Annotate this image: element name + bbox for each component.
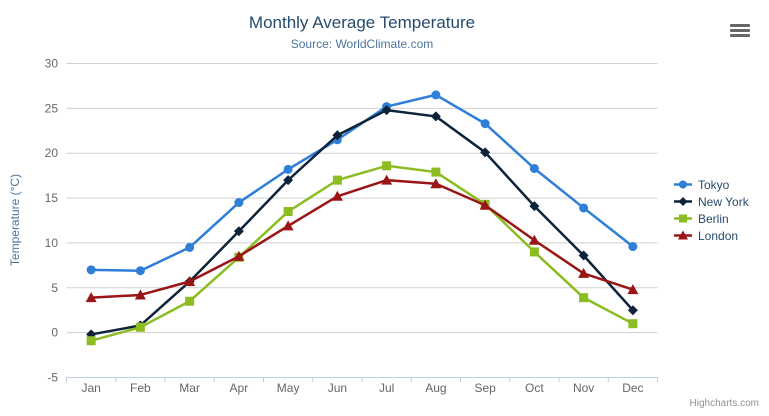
data-point[interactable]	[579, 203, 589, 213]
square-legend-marker-icon	[674, 214, 692, 223]
x-tick-label: Apr	[230, 381, 249, 395]
series-tokyo[interactable]	[86, 90, 638, 276]
x-tick-label: Dec	[622, 381, 643, 395]
data-point[interactable]	[430, 178, 442, 189]
data-point[interactable]	[233, 250, 245, 261]
data-point[interactable]	[86, 336, 96, 346]
data-point[interactable]	[184, 276, 196, 287]
export-menu-button[interactable]	[730, 24, 750, 38]
credits-link[interactable]: Highcharts.com	[689, 398, 759, 409]
hamburger-menu-icon	[730, 24, 750, 37]
x-tick-label: Mar	[179, 381, 200, 395]
data-point[interactable]	[135, 266, 145, 276]
diamond-legend-marker-icon	[674, 197, 692, 206]
data-point[interactable]	[283, 207, 293, 217]
data-point[interactable]	[185, 242, 195, 252]
data-point[interactable]	[85, 292, 97, 303]
data-point[interactable]	[578, 250, 589, 261]
data-point[interactable]	[529, 247, 539, 257]
data-point[interactable]	[529, 201, 540, 212]
data-point[interactable]	[86, 265, 96, 275]
data-point[interactable]	[331, 190, 343, 201]
data-point[interactable]	[528, 234, 540, 245]
legend-label: London	[698, 228, 739, 243]
x-tick-label: Oct	[525, 381, 544, 395]
data-point[interactable]	[382, 161, 392, 171]
data-point[interactable]	[134, 289, 146, 300]
data-point[interactable]	[283, 164, 293, 174]
y-tick-label: 10	[45, 236, 59, 250]
x-tick-label: Sep	[474, 381, 496, 395]
legend: Tokyo New York Berlin London	[673, 176, 749, 244]
data-point[interactable]	[332, 130, 343, 141]
x-tick-label: Jun	[328, 381, 347, 395]
legend-item-tokyo[interactable]: Tokyo	[673, 176, 749, 193]
data-point[interactable]	[529, 163, 539, 173]
data-point[interactable]	[678, 197, 688, 206]
data-point[interactable]	[679, 214, 687, 223]
x-tick-label: May	[277, 381, 300, 395]
y-tick-label: -5	[47, 371, 58, 385]
y-tick-label: 0	[51, 326, 58, 340]
data-point[interactable]	[628, 242, 638, 252]
data-point[interactable]	[431, 167, 441, 177]
data-point[interactable]	[627, 305, 638, 316]
data-point[interactable]	[431, 90, 441, 100]
data-point[interactable]	[678, 230, 688, 240]
data-point[interactable]	[332, 175, 342, 185]
legend-item-new-york[interactable]: New York	[673, 193, 749, 210]
data-point[interactable]	[679, 180, 687, 189]
data-point[interactable]	[480, 119, 490, 129]
data-point[interactable]	[628, 319, 638, 329]
legend-item-london[interactable]: London	[673, 227, 749, 244]
legend-label: Tokyo	[698, 177, 730, 192]
x-tick-label: Jul	[379, 381, 394, 395]
data-point[interactable]	[578, 267, 590, 278]
x-axis: Jan Feb Mar Apr May Jun Jul Aug Sep Oct Nov Dec	[66, 377, 658, 395]
chart-title: Monthly Average Temperature	[248, 13, 476, 32]
data-point[interactable]	[479, 199, 491, 210]
data-point[interactable]	[579, 293, 589, 303]
x-tick-label: Feb	[130, 381, 151, 395]
y-tick-label: 20	[45, 146, 59, 160]
y-gridlines	[66, 63, 658, 378]
data-point[interactable]	[233, 226, 244, 237]
data-point[interactable]	[381, 105, 392, 116]
legend-label: New York	[698, 194, 749, 209]
legend-label: Berlin	[698, 211, 729, 226]
y-axis-labels: -5 0 5 10 15 20 25 30	[45, 57, 59, 385]
x-tick-label: Nov	[573, 381, 594, 395]
series-london[interactable]	[85, 174, 639, 303]
legend-item-berlin[interactable]: Berlin	[673, 210, 749, 227]
x-tick-label: Jan	[81, 381, 100, 395]
data-point[interactable]	[135, 322, 145, 332]
triangle-legend-marker-icon	[674, 230, 692, 240]
y-tick-label: 30	[45, 57, 59, 71]
data-point[interactable]	[234, 198, 244, 208]
y-tick-label: 25	[45, 101, 59, 115]
chart-subtitle: Source: WorldClimate.com	[290, 37, 434, 51]
circle-legend-marker-icon	[674, 180, 692, 189]
data-point[interactable]	[381, 174, 393, 185]
data-point[interactable]	[283, 175, 294, 186]
y-tick-label: 5	[51, 281, 58, 295]
data-point[interactable]	[430, 111, 441, 122]
data-point[interactable]	[282, 220, 294, 231]
data-point[interactable]	[185, 296, 195, 306]
y-tick-label: 15	[45, 191, 59, 205]
x-tick-label: Aug	[425, 381, 446, 395]
data-point[interactable]	[627, 284, 639, 295]
series-new-york[interactable]	[86, 105, 638, 340]
data-point[interactable]	[480, 147, 491, 158]
